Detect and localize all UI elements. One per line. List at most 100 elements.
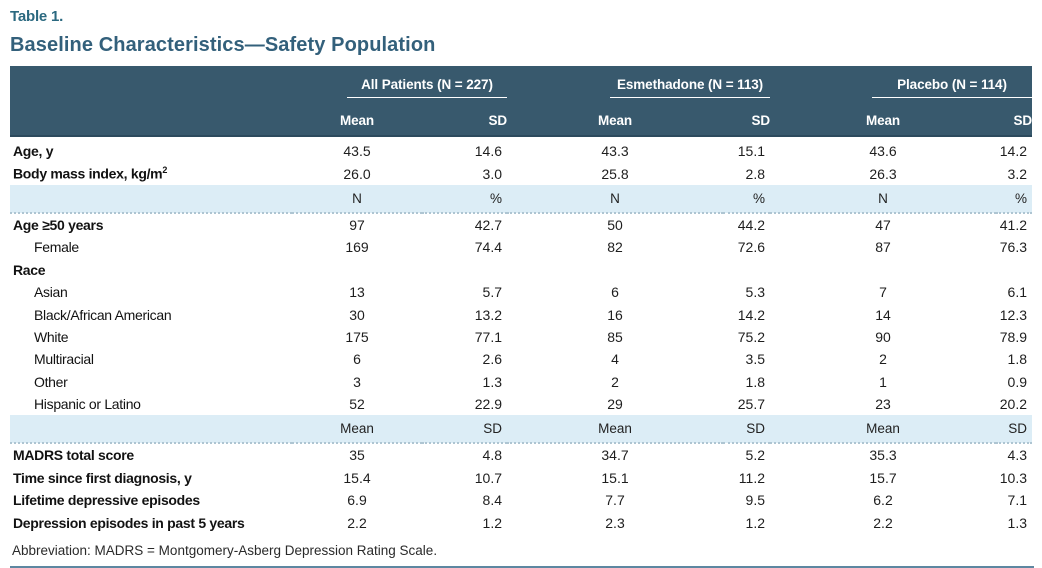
value-cell: 15.1	[737, 143, 765, 160]
row-label: Other	[34, 373, 68, 390]
value-cell: 1.3	[1007, 514, 1027, 531]
value-cell: 3	[353, 373, 361, 390]
row-label: Body mass index, kg/m2	[13, 165, 168, 182]
table-body: Age, y 43.5 14.6 43.3 15.1 43.6 14.2 Body mass …	[10, 136, 1032, 534]
table-row: Other 3 1.3 2 1.8 1 0.9	[10, 371, 1032, 393]
value-cell: 90	[875, 328, 891, 345]
table-row: Hispanic or Latino 52 22.9 29 25.7 23 20.2	[10, 393, 1032, 415]
value-cell: 41.2	[999, 216, 1027, 233]
stat-header-mean: Mean	[507, 98, 723, 137]
stat-header-row: Mean SD Mean SD Mean SD	[10, 98, 1032, 137]
value-cell: 3.0	[482, 165, 502, 182]
table-row: Age, y 43.5 14.6 43.3 15.1 43.6 14.2	[10, 136, 1032, 162]
row-label: Multiracial	[34, 351, 94, 368]
value-cell: 7.7	[605, 492, 625, 509]
value-cell: 72.6	[737, 239, 765, 256]
value-cell: 29	[607, 396, 623, 413]
row-label: Age, y	[13, 143, 54, 160]
stat-band-row: N% N% N%	[10, 184, 1032, 214]
value-cell: 1.2	[745, 514, 765, 531]
table-row: Multiracial 6 2.6 4 3.5 2 1.8	[10, 348, 1032, 370]
value-cell: 4.8	[482, 447, 502, 464]
value-cell: 52	[349, 396, 365, 413]
value-cell: 85	[607, 328, 623, 345]
stat-header-sd: SD	[996, 98, 1032, 137]
table-row: Race	[10, 259, 1032, 281]
table-row: Black/African American 30 13.2 16 14.2 14 12.3	[10, 303, 1032, 325]
value-cell: 43.3	[601, 143, 629, 160]
column-group-all-patients: All Patients (N = 227)	[292, 66, 507, 98]
column-group-esmethadone: Esmethadone (N = 113)	[507, 66, 770, 98]
value-cell: 76.3	[999, 239, 1027, 256]
value-cell: 13.2	[474, 306, 502, 323]
value-cell: 5.7	[482, 284, 502, 301]
value-cell: 1	[879, 373, 887, 390]
value-cell: 169	[345, 239, 369, 256]
value-cell: 43.6	[869, 143, 897, 160]
value-cell: 25.7	[737, 396, 765, 413]
value-cell: 26.3	[869, 165, 897, 182]
band-header-cell: N	[507, 184, 723, 214]
row-label: MADRS total score	[13, 447, 134, 464]
value-cell: 6.2	[873, 492, 893, 509]
value-cell: 15.4	[343, 469, 371, 486]
value-cell: 14.6	[474, 143, 502, 160]
group-label: All Patients (N = 227)	[347, 77, 507, 98]
table-row: Time since first diagnosis, y 15.4 10.7 15.…	[10, 467, 1032, 489]
value-cell: 77.1	[474, 328, 502, 345]
band-header-cell: SD	[422, 415, 507, 445]
value-cell: 30	[349, 306, 365, 323]
value-cell: 2.3	[605, 514, 625, 531]
stat-header-sd: SD	[422, 98, 507, 137]
value-cell: 22.9	[474, 396, 502, 413]
table-row: Depression episodes in past 5 years 2.2 1.…	[10, 511, 1032, 533]
value-cell: 82	[607, 239, 623, 256]
value-cell: 12.3	[999, 306, 1027, 323]
abbreviation-note: Abbreviation: MADRS = Montgomery-Asberg …	[10, 543, 1034, 568]
table-row: Asian 13 5.7 6 5.3 7 6.1	[10, 281, 1032, 303]
value-cell: 50	[607, 216, 623, 233]
superscript: 2	[162, 165, 168, 176]
row-label: Race	[13, 261, 46, 278]
table-row: Lifetime depressive episodes 6.9 8.4 7.7 9.5…	[10, 489, 1032, 511]
value-cell	[507, 259, 723, 281]
table-row: MADRS total score 35 4.8 34.7 5.2 35.3 4.3	[10, 443, 1032, 466]
value-cell	[723, 259, 770, 281]
row-label: Hispanic or Latino	[34, 396, 141, 413]
band-header-cell: SD	[996, 415, 1032, 445]
value-cell: 175	[345, 328, 369, 345]
value-cell: 2.6	[482, 351, 502, 368]
value-cell: 34.7	[601, 447, 629, 464]
row-label: Age ≥50 years	[13, 216, 104, 233]
row-label: Time since first diagnosis, y	[13, 469, 192, 486]
value-cell: 6	[611, 284, 619, 301]
value-cell: 42.7	[474, 216, 502, 233]
row-label: Female	[34, 239, 79, 256]
value-cell: 8.4	[482, 492, 502, 509]
value-cell: 2.2	[873, 514, 893, 531]
value-cell: 23	[875, 396, 891, 413]
value-cell: 2.8	[745, 165, 765, 182]
table-row: Female 169 74.4 82 72.6 87 76.3	[10, 236, 1032, 258]
value-cell: 9.5	[745, 492, 765, 509]
value-cell: 15.7	[869, 469, 897, 486]
value-cell: 2	[611, 373, 619, 390]
row-label: Black/African American	[34, 306, 172, 323]
group-label: Placebo (N = 114)	[872, 77, 1032, 98]
value-cell: 78.9	[999, 328, 1027, 345]
value-cell: 1.3	[482, 373, 502, 390]
baseline-characteristics-table: All Patients (N = 227) Esmethadone (N = …	[10, 66, 1032, 534]
row-label: White	[34, 328, 69, 345]
value-cell: 97	[349, 216, 365, 233]
band-header-cell: Mean	[507, 415, 723, 445]
column-group-placebo: Placebo (N = 114)	[770, 66, 1032, 98]
value-cell: 1.8	[745, 373, 765, 390]
header-spacer	[10, 98, 292, 137]
value-cell: 13	[349, 284, 365, 301]
value-cell: 3.5	[745, 351, 765, 368]
value-cell: 10.3	[999, 469, 1027, 486]
value-cell: 7.1	[1007, 492, 1027, 509]
value-cell: 5.2	[745, 447, 765, 464]
band-header-cell: N	[770, 184, 996, 214]
